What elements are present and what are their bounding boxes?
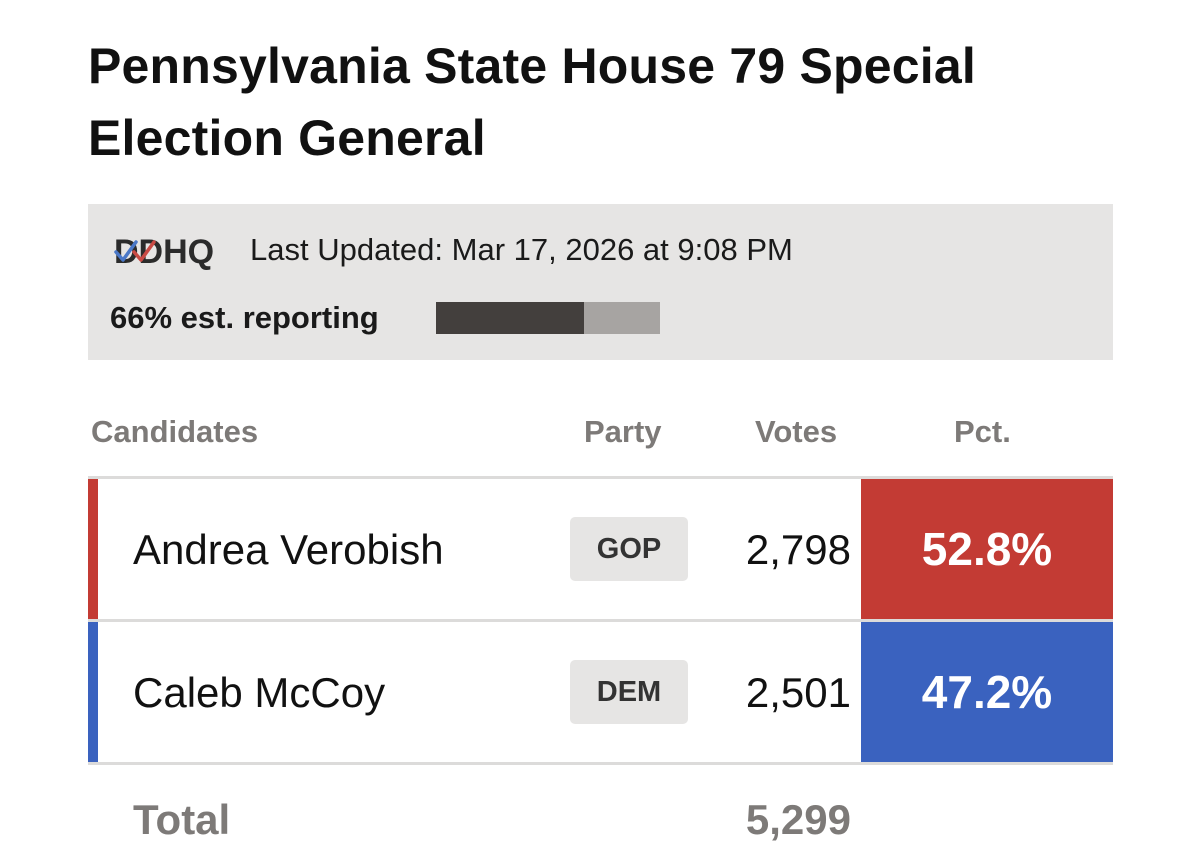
page-title: Pennsylvania State House 79 Special Elec…: [88, 30, 1113, 174]
candidate-votes: 2,798: [745, 526, 851, 573]
candidate-name: Andrea Verobish: [133, 526, 444, 573]
table-row: Andrea Verobish GOP 2,798 52.8%: [88, 476, 1113, 619]
title-line-1: Pennsylvania State House 79 Special: [88, 38, 976, 94]
column-header-candidates: Candidates: [91, 414, 259, 449]
candidate-votes: 2,501: [745, 669, 851, 716]
red-check-icon: [132, 240, 156, 262]
results-table-body: Andrea Verobish GOP 2,798 52.8% Caleb Mc…: [88, 476, 1113, 765]
column-header-party: Party: [584, 414, 662, 449]
candidate-name: Caleb McCoy: [133, 669, 386, 716]
ddhq-logo: DDHQ: [112, 230, 228, 270]
candidate-pct: 47.2%: [861, 622, 1113, 762]
column-header-votes: Votes: [755, 414, 838, 449]
total-row: Total 5,299: [88, 790, 1113, 850]
election-results-card: Pennsylvania State House 79 Special Elec…: [88, 30, 1113, 843]
reporting-progress-fill: [436, 302, 584, 334]
results-table-header: Candidates Party Votes Pct.: [88, 410, 1113, 454]
table-row: Caleb McCoy DEM 2,501 47.2%: [88, 619, 1113, 765]
reporting-label: 66% est. reporting: [110, 300, 379, 335]
title-line-2: Election General: [88, 110, 486, 166]
column-header-pct: Pct.: [954, 414, 1011, 449]
reporting-info-box: DDHQ Last Updated: Mar 17, 2026 at 9:08 …: [88, 204, 1113, 360]
reporting-progress-bar: [436, 302, 660, 334]
total-label: Total: [133, 796, 231, 843]
last-updated-text: Last Updated: Mar 17, 2026 at 9:08 PM: [250, 232, 793, 267]
party-badge: GOP: [570, 517, 688, 581]
candidate-pct: 52.8%: [861, 479, 1113, 619]
party-color-accent: [88, 479, 98, 619]
party-color-accent: [88, 622, 98, 762]
blue-check-icon: [114, 240, 138, 262]
party-badge: DEM: [570, 660, 688, 724]
total-votes: 5,299: [745, 796, 851, 843]
